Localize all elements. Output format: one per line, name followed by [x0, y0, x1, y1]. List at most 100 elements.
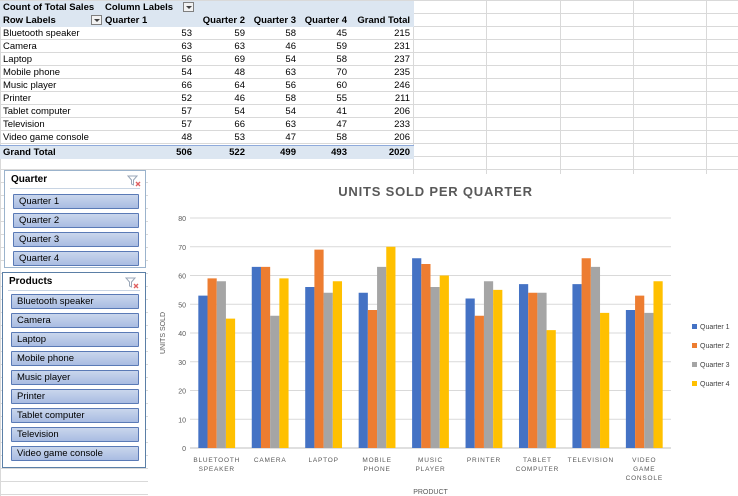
products-slicer-item[interactable]: Laptop — [11, 332, 139, 347]
products-slicer-title: Products — [9, 276, 53, 287]
pivot-cell: 45 — [336, 28, 347, 39]
bar — [635, 295, 645, 448]
pivot-cell: 48 — [234, 67, 245, 78]
column-header: Quarter 1 — [105, 15, 148, 26]
bar — [518, 284, 529, 448]
bar — [590, 266, 601, 448]
pivot-cell: 237 — [394, 54, 410, 65]
pivot-cell: 52 — [181, 93, 192, 104]
pivot-cell: 246 — [394, 80, 410, 91]
quarter-slicer-item[interactable]: Quarter 1 — [13, 194, 139, 209]
bar — [465, 298, 475, 448]
pivot-row-label: Tablet computer — [3, 106, 71, 117]
pivot-cell: 48 — [181, 132, 192, 143]
pivot-cell: 60 — [336, 80, 347, 91]
legend-label: Quarter 2 — [700, 343, 730, 350]
products-slicer-item[interactable]: Mobile phone — [11, 351, 139, 366]
bar — [546, 330, 556, 448]
pivot-cell: 53 — [234, 132, 245, 143]
units-sold-chart[interactable]: UNITS SOLD PER QUARTER 0 10 20 30 40 50 60 70 80 U… — [148, 174, 738, 496]
products-slicer-item[interactable]: Tablet computer — [11, 408, 139, 423]
column-header: Quarter 3 — [253, 15, 296, 26]
bar — [528, 292, 538, 448]
y-tick-label: 80 — [178, 216, 186, 223]
pivot-cell: 54 — [285, 106, 296, 117]
products-slicer-item[interactable]: Printer — [11, 389, 139, 404]
chart-canvas: UNITS SOLD PER QUARTER 0 10 20 30 40 50 60 70 80 U… — [160, 184, 730, 496]
bar — [644, 312, 654, 448]
pivot-cell: 54 — [285, 54, 296, 65]
column-header: Quarter 2 — [202, 15, 245, 26]
y-tick-label: 60 — [178, 274, 186, 281]
pivot-cell: 69 — [234, 54, 245, 65]
pivot-grand-total-row: Grand Total 506 522 499 493 2020 — [0, 145, 414, 159]
bar — [358, 292, 368, 448]
legend-label: Quarter 3 — [700, 362, 730, 369]
quarter-slicer-title: Quarter — [11, 174, 48, 185]
bar — [572, 284, 582, 448]
pivot-row: Bluetooth speaker 53 59 58 45 215 — [0, 27, 414, 40]
pivot-cell: 57 — [181, 119, 192, 130]
bar — [600, 312, 610, 448]
pivot-cell: 70 — [336, 67, 347, 78]
quarter-slicer-item[interactable]: Quarter 4 — [13, 251, 139, 266]
pivot-cell: 46 — [285, 41, 296, 52]
bar — [305, 287, 315, 448]
pivot-row: Video game console 48 53 47 58 206 — [0, 131, 414, 144]
pivot-cell: 56 — [181, 54, 192, 65]
pivot-cell: 59 — [336, 41, 347, 52]
pivot-row-label: Bluetooth speaker — [3, 28, 80, 39]
column-labels-header: Column Labels — [105, 2, 174, 13]
x-tick-label: COMPUTER — [516, 466, 560, 473]
products-slicer-item[interactable]: Television — [11, 427, 139, 442]
pivot-row-label: Mobile phone — [3, 67, 61, 78]
bar — [279, 278, 289, 448]
products-slicer-item[interactable]: Video game console — [11, 446, 139, 461]
bar — [439, 275, 449, 448]
pivot-row: Television 57 66 63 47 233 — [0, 118, 414, 131]
products-slicer-item[interactable]: Camera — [11, 313, 139, 328]
quarter-slicer-item[interactable]: Quarter 3 — [13, 232, 139, 247]
pivot-cell: 47 — [336, 119, 347, 130]
clear-filter-icon[interactable] — [127, 175, 141, 187]
x-tick-label: TELEVISION — [568, 457, 614, 464]
x-tick-label: VIDEO — [632, 457, 656, 464]
pivot-cell: 58 — [285, 93, 296, 104]
grand-total-value: 506 — [176, 147, 192, 158]
pivot-cell: 47 — [285, 132, 296, 143]
column-header: Quarter 4 — [304, 15, 347, 26]
x-tick-label: LAPTOP — [308, 457, 338, 464]
pivot-cell: 231 — [394, 41, 410, 52]
quarter-slicer: Quarter Quarter 1 Quarter 2 Quarter 3 Qu… — [4, 170, 146, 268]
row-labels-dropdown-icon[interactable] — [91, 15, 102, 25]
bar — [216, 281, 226, 448]
bar — [625, 310, 636, 448]
products-slicer-item[interactable]: Bluetooth speaker — [11, 294, 139, 309]
grand-total-value: 2020 — [388, 147, 410, 158]
x-tick-label: PRINTER — [467, 457, 501, 464]
bar — [314, 249, 324, 448]
quarter-slicer-item[interactable]: Quarter 2 — [13, 213, 139, 228]
bar — [251, 266, 261, 448]
bar — [474, 315, 484, 448]
pivot-row-label: Laptop — [3, 54, 33, 65]
grand-total-label: Grand Total — [3, 147, 56, 158]
bar — [377, 266, 387, 448]
pivot-cell: 64 — [234, 80, 245, 91]
y-tick-label: 70 — [178, 245, 186, 252]
legend-label: Quarter 4 — [700, 381, 730, 388]
slicer-separator — [10, 188, 140, 189]
bar — [653, 281, 663, 448]
products-slicer-item[interactable]: Music player — [11, 370, 139, 385]
x-tick-label: BLUETOOTH — [193, 457, 240, 464]
clear-filter-icon[interactable] — [125, 277, 139, 289]
pivot-cell: 63 — [285, 119, 296, 130]
pivot-cell: 206 — [394, 132, 410, 143]
legend-swatch — [692, 362, 697, 367]
pivot-cell: 54 — [234, 106, 245, 117]
pivot-cell: 211 — [394, 93, 410, 104]
pivot-row: Laptop 56 69 54 58 237 — [0, 53, 414, 66]
column-labels-dropdown-icon[interactable] — [183, 2, 194, 12]
x-tick-label: CAMERA — [254, 457, 287, 464]
slicer-separator — [8, 290, 140, 291]
